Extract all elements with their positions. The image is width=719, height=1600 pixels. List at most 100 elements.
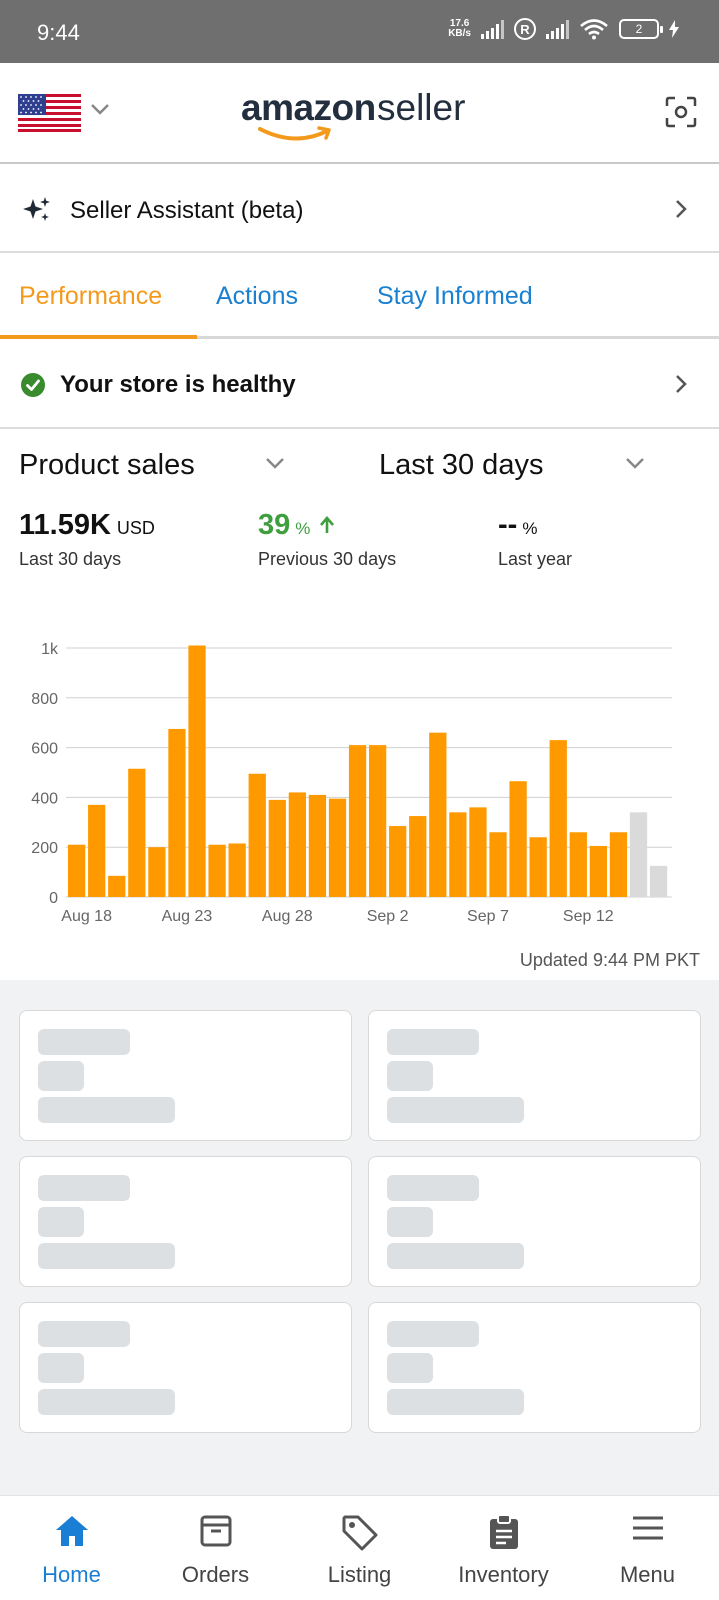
bottom-navigation: Home Orders Listing Inventory Menu — [0, 1495, 719, 1600]
nav-menu[interactable]: Menu — [576, 1496, 719, 1600]
loading-card — [368, 1302, 701, 1433]
amazon-smile-icon — [258, 126, 331, 141]
sales-change-previous-label: Previous 30 days — [258, 549, 397, 569]
bar-aug-31[interactable] — [328, 798, 347, 897]
store-health-label: Your store is healthy — [60, 371, 296, 398]
tag-icon — [342, 1515, 377, 1551]
amazon-seller-logo: amazon seller — [241, 87, 481, 147]
bar-sep-15[interactable] — [629, 812, 648, 897]
bar-aug-24[interactable] — [188, 645, 206, 897]
check-circle-icon — [21, 373, 45, 397]
tab-performance[interactable]: Performance — [19, 282, 163, 310]
status-bar: 9:44 17.6 KB/s R 2 — [0, 0, 719, 63]
chevron-right-icon — [676, 200, 687, 218]
seller-assistant-label: Seller Assistant (beta) — [70, 197, 304, 224]
bar-aug-18[interactable] — [68, 844, 86, 897]
bar-sep-14[interactable] — [609, 832, 628, 897]
chevron-down-icon[interactable] — [90, 103, 110, 115]
product-sales-bar-chart: 0 200 400 600 800 1k Aug 18 Aug 23 Aug 28 Sep 2 Se… — [31, 641, 672, 925]
status-time: 9:44 — [37, 20, 80, 45]
tab-actions[interactable]: Actions — [216, 282, 298, 310]
bar-sep-1[interactable] — [348, 745, 367, 897]
home-icon — [55, 1516, 88, 1546]
status-icons: 17.6 KB/s R 2 — [448, 18, 679, 40]
bar-sep-9[interactable] — [509, 781, 527, 897]
signal-icon — [481, 19, 504, 39]
y-tick-label: 0 — [49, 890, 58, 907]
y-tick-label: 600 — [31, 741, 58, 758]
y-tick-label: 1k — [41, 641, 59, 658]
battery-icon: 2 — [619, 19, 663, 39]
roaming-icon: R — [514, 18, 536, 40]
updated-timestamp: Updated 9:44 PM PKT — [519, 950, 700, 970]
tab-stay-informed[interactable]: Stay Informed — [377, 282, 533, 310]
sales-change-last-year-label: Last year — [498, 549, 573, 569]
bar-aug-27[interactable] — [248, 773, 266, 897]
y-tick-label: 200 — [31, 840, 58, 857]
x-tick-label: Sep 2 — [367, 908, 409, 925]
bar-sep-8[interactable] — [489, 832, 507, 897]
app-header: amazon seller — [0, 63, 719, 164]
nav-home[interactable]: Home — [0, 1496, 143, 1600]
loading-card — [19, 1156, 352, 1287]
bar-sep-6[interactable] — [449, 812, 467, 897]
loading-card — [19, 1302, 352, 1433]
scan-icon[interactable] — [665, 96, 697, 128]
seller-assistant-row[interactable]: Seller Assistant (beta) — [0, 165, 719, 253]
y-tick-label: 400 — [31, 790, 58, 807]
bar-aug-19[interactable] — [88, 804, 106, 897]
bar-sep-2[interactable] — [369, 745, 387, 897]
network-speed: 17.6 KB/s — [448, 18, 471, 39]
signal-icon — [546, 19, 569, 39]
bar-aug-20[interactable] — [108, 875, 126, 897]
chevron-right-icon — [676, 375, 687, 393]
chevron-down-icon[interactable] — [625, 457, 645, 469]
x-tick-label: Aug 18 — [61, 908, 112, 925]
sales-change-last-year: --% — [498, 509, 538, 541]
active-tab-indicator — [0, 335, 197, 339]
bar-aug-21[interactable] — [128, 768, 146, 897]
bar-aug-26[interactable] — [228, 843, 246, 897]
metric-dropdown[interactable]: Product sales — [19, 449, 195, 481]
x-tick-label: Aug 23 — [162, 908, 213, 925]
bar-aug-29[interactable] — [288, 792, 306, 897]
bar-sep-12[interactable] — [569, 832, 587, 897]
nav-inventory[interactable]: Inventory — [432, 1496, 575, 1600]
wifi-icon — [580, 19, 608, 40]
x-tick-label: Sep 7 — [467, 908, 509, 925]
period-dropdown[interactable]: Last 30 days — [379, 449, 544, 481]
bar-sep-7[interactable] — [469, 807, 487, 897]
bar-aug-22[interactable] — [148, 847, 166, 897]
tab-bar: Performance Actions Stay Informed — [0, 255, 719, 339]
sales-total-label: Last 30 days — [19, 549, 122, 569]
nav-orders[interactable]: Orders — [144, 1496, 287, 1600]
arrow-up-icon — [320, 516, 335, 533]
bar-sep-13[interactable] — [589, 845, 607, 897]
loading-cards-area — [0, 980, 719, 1495]
x-tick-label: Sep 12 — [563, 908, 614, 925]
bar-sep-5[interactable] — [429, 732, 447, 897]
us-flag-icon[interactable] — [18, 94, 81, 132]
clipboard-icon — [489, 1514, 518, 1549]
loading-card — [19, 1010, 352, 1141]
bar-sep-10[interactable] — [529, 837, 547, 897]
x-tick-label: Aug 28 — [262, 908, 313, 925]
bar-sep-16[interactable] — [649, 865, 668, 897]
bar-sep-4[interactable] — [409, 816, 427, 897]
bar-sep-3[interactable] — [389, 826, 407, 897]
chevron-down-icon[interactable] — [265, 457, 285, 469]
bar-aug-25[interactable] — [208, 844, 226, 897]
nav-listing[interactable]: Listing — [288, 1496, 431, 1600]
sales-total: 11.59K USD — [19, 509, 155, 541]
store-health-row[interactable]: Your store is healthy — [0, 340, 719, 429]
bar-sep-11[interactable] — [549, 740, 567, 897]
hamburger-menu-icon — [632, 1516, 663, 1540]
bar-aug-28[interactable] — [268, 799, 286, 897]
bar-aug-23[interactable] — [168, 728, 186, 897]
sparkle-icon — [23, 197, 50, 221]
y-tick-label: 800 — [31, 691, 58, 708]
sales-change-previous: 39% — [258, 509, 336, 542]
loading-card — [368, 1156, 701, 1287]
box-icon — [200, 1515, 231, 1547]
bar-aug-30[interactable] — [308, 794, 327, 897]
